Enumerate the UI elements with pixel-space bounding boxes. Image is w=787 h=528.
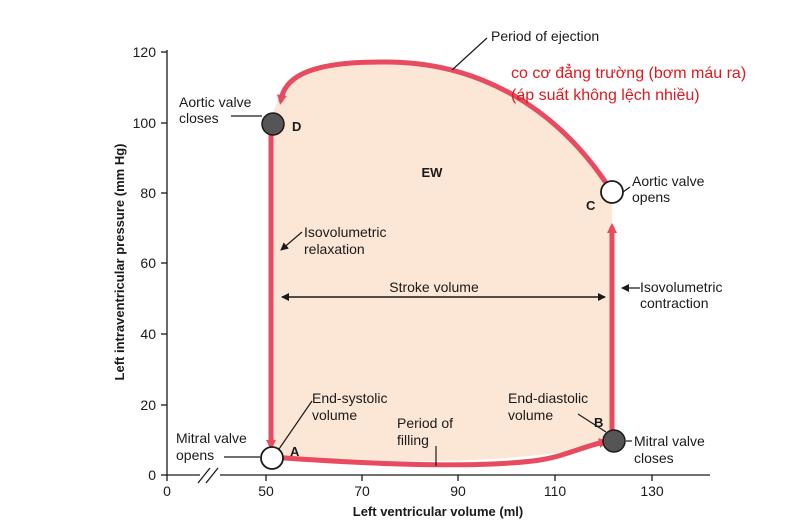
y-tick-0: 0 [148, 467, 156, 483]
annotation-line-1: co cơ đẳng trường (bơm máu ra) [511, 63, 746, 82]
axis-break-1 [197, 467, 211, 484]
x-tick-0: 0 [163, 483, 171, 499]
point-c-label: C [586, 198, 596, 213]
end-diastolic-label-1: End-diastolic [508, 390, 588, 406]
y-tick-100: 100 [133, 115, 157, 131]
aortic-closes-label-1: Aortic valve [179, 94, 252, 110]
mitral-closes-label-1: Mitral valve [634, 433, 705, 449]
iso-contract-label-2: contraction [640, 295, 708, 311]
mitral-opens-label-1: Mitral valve [176, 430, 247, 446]
point-d-label: D [292, 119, 301, 134]
x-tick-110: 110 [544, 483, 567, 499]
period-ejection-label: Period of ejection [491, 28, 599, 44]
x-tick-50: 50 [258, 483, 274, 499]
x-axis-title: Left ventricular volume (ml) [353, 504, 523, 519]
iso-relax-label-2: relaxation [304, 241, 365, 257]
stroke-volume-label: Stroke volume [389, 279, 479, 295]
end-diastolic-label-2: volume [508, 407, 553, 423]
mitral-opens-label-2: opens [176, 447, 214, 463]
point-a-label: A [290, 444, 300, 459]
axes [161, 50, 710, 484]
x-tick-90: 90 [450, 483, 466, 499]
point-b-label: B [594, 415, 603, 430]
filling-segment [268, 438, 609, 468]
point-c-marker [600, 180, 624, 204]
leader-lines [224, 37, 640, 466]
end-systolic-label-2: volume [312, 407, 357, 423]
work-area-fill [271, 61, 612, 462]
y-axis-title: Left intraventricular pressure (mm Hg) [112, 144, 127, 381]
aortic-closes-label-2: closes [179, 110, 219, 126]
pv-loop [266, 59, 617, 468]
y-tick-120: 120 [133, 44, 157, 60]
iso-relax-label-1: Isovolumetric [304, 224, 386, 240]
point-a-marker [260, 446, 284, 470]
annotation-line-2: (áp suất không lệch nhiều) [511, 87, 700, 104]
x-tick-70: 70 [354, 483, 370, 499]
period-filling-label-2: filling [397, 432, 429, 448]
y-tick-40: 40 [140, 326, 156, 342]
y-tick-60: 60 [140, 255, 156, 271]
period-filling-label-1: Period of [397, 415, 453, 431]
y-tick-20: 20 [140, 397, 156, 413]
point-d-marker [261, 112, 285, 136]
end-systolic-label-1: End-systolic [312, 390, 387, 406]
point-b-marker [602, 429, 626, 453]
axis-break-2 [205, 467, 219, 484]
y-tick-80: 80 [140, 185, 156, 201]
ejection-segment [276, 59, 615, 195]
aortic-opens-label-1: Aortic valve [632, 173, 705, 189]
aortic-opens-label-2: opens [632, 189, 670, 205]
x-tick-130: 130 [640, 483, 664, 499]
ew-label: EW [422, 165, 444, 180]
iso-contract-label-1: Isovolumetric [640, 279, 722, 295]
mitral-closes-label-2: closes [634, 450, 674, 466]
